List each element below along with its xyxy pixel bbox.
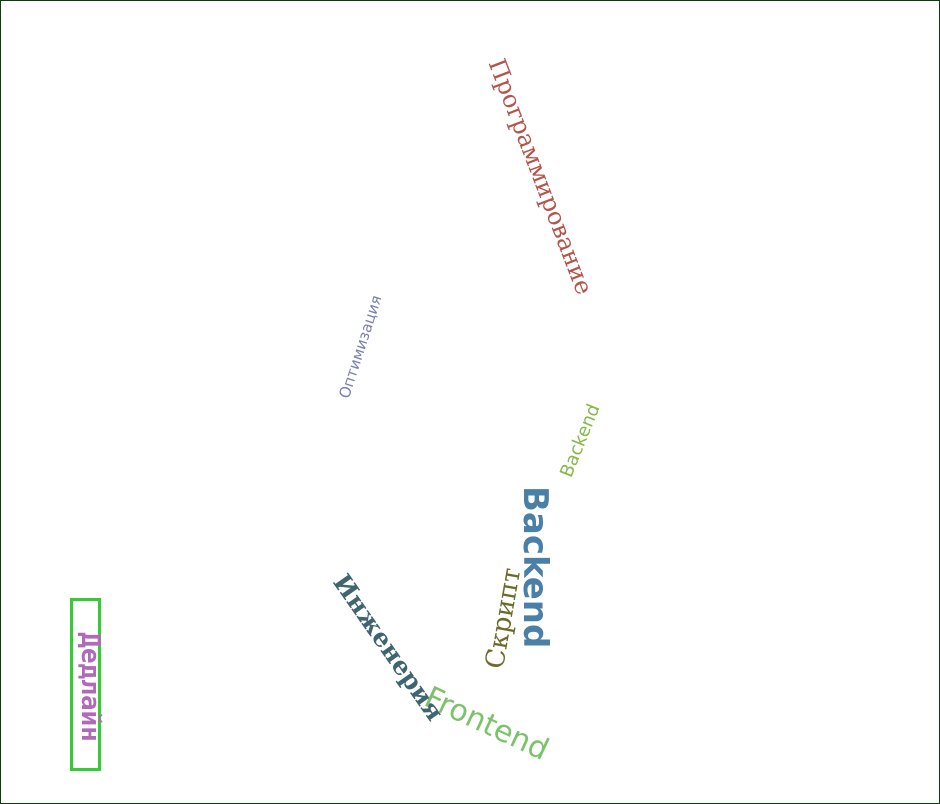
word-deadline[interactable]: Дедлайн [75,632,105,742]
highlight-box-deadline [70,598,101,771]
